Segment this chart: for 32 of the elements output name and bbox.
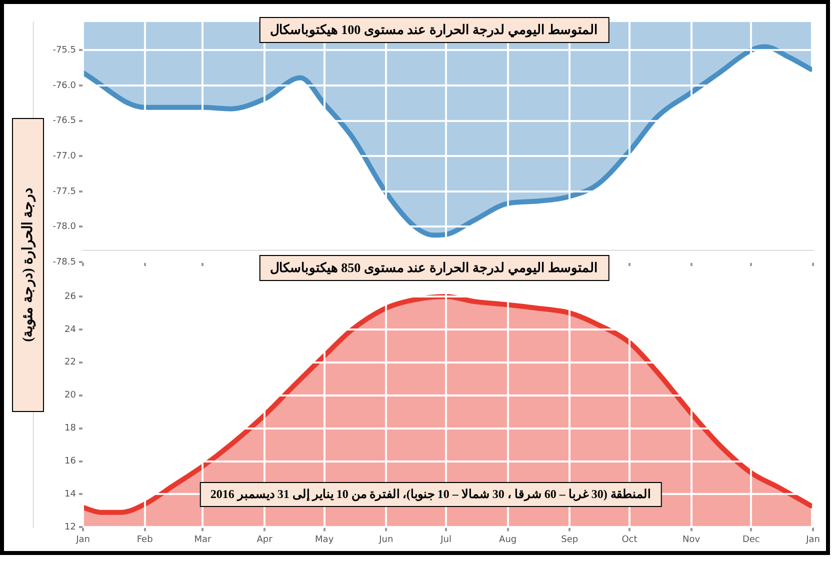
x-tick-label: Jul [440,534,452,545]
x-tick-label: Aug [499,534,517,545]
y-tick-label: -78.5 [52,257,76,268]
x-tick-label: Mar [194,534,212,545]
y-tick-label: -78.0 [52,222,76,232]
x-tick-label: Nov [682,534,701,545]
y-tick-label: -77.0 [52,151,76,162]
x-tick-label: Feb [136,534,154,545]
x-tick-label: Apr [256,534,273,545]
y-tick-label: -77.5 [52,186,76,197]
y-axis-title: درجة الحرارة (درجة مئوية) [20,188,37,342]
x-tick-label: May [315,534,334,545]
chart-title: المتوسط اليومي لدرجة الحرارة عند مستوى 850 هيكتوباسكال [258,255,610,281]
y-tick-label: -76.5 [52,116,76,126]
y-tick-label: 20 [64,390,76,401]
y-tick-label: 22 [64,358,76,368]
y-tick-label: 16 [64,456,76,467]
x-tick-label: Jun [378,534,394,545]
y-tick-label: -75.5 [52,46,76,56]
y-tick-label: -76.0 [52,80,76,91]
x-tick-label: Oct [622,534,638,545]
x-tick-label: Jan [805,534,820,545]
y-tick-label: 18 [64,424,76,434]
x-tick-label: Sep [561,534,578,545]
y-tick-label: 12 [64,522,76,533]
x-tick-label: Jan [75,534,90,545]
x-tick-label: Dec [742,534,760,545]
y-tick-label: 14 [64,490,76,500]
y-tick-label: 24 [64,324,76,335]
y-tick-label: 26 [64,292,76,302]
chart-title: المتوسط اليومي لدرجة الحرارة عند مستوى 100 هيكتوباسكال [258,17,610,43]
annotation: المنطقة (30 غربا – 60 شرقا ، 30 شمالا – 10 جنوبا)، الفترة من 10 يناير إلى 31 ديسمبر 2016 [199,482,662,507]
